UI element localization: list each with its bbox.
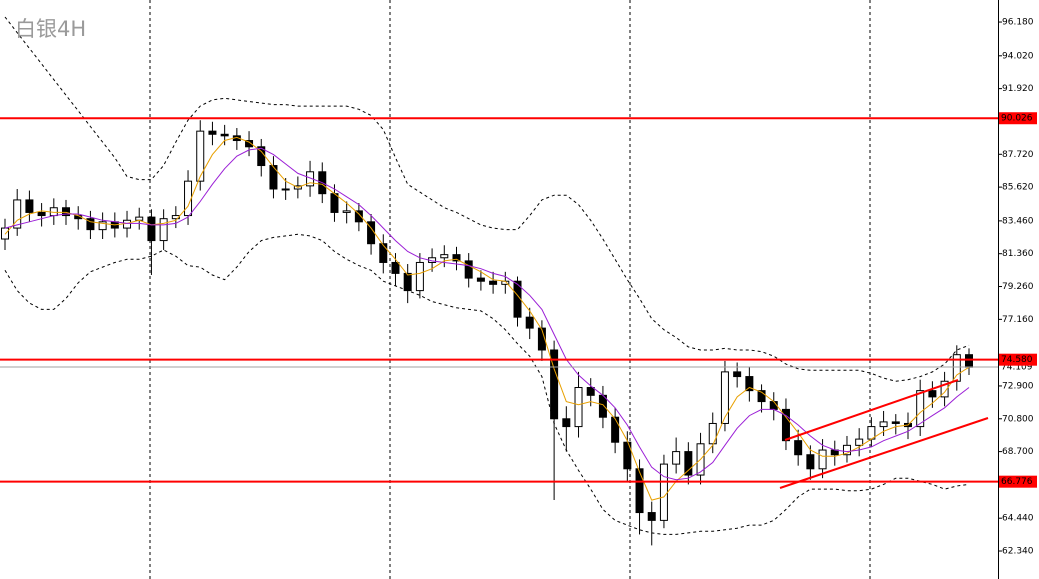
- y-tick-label: 70.800: [1002, 414, 1034, 424]
- candle-body: [574, 387, 583, 428]
- y-tick-label: 62.340: [1002, 547, 1034, 557]
- y-tick-label: 91.920: [1002, 84, 1034, 94]
- level-box: [999, 353, 1037, 366]
- y-tick-label: 72.900: [1002, 381, 1034, 391]
- candle-body: [403, 272, 412, 292]
- candle-body: [635, 468, 644, 514]
- candle-body: [928, 390, 937, 398]
- candle-body: [757, 390, 766, 403]
- candle-body: [806, 454, 815, 470]
- channel-lower: [779, 417, 989, 489]
- candle-body: [245, 140, 254, 148]
- candle-body: [196, 130, 205, 182]
- candle-body: [269, 165, 278, 190]
- candle-body: [586, 387, 595, 396]
- candle-body: [379, 243, 388, 263]
- level-label: 90.026: [1001, 114, 1033, 124]
- band-line: [4, 16, 970, 382]
- candle-body: [818, 449, 827, 470]
- y-tick-label: 85.620: [1002, 183, 1034, 193]
- candle-body: [684, 451, 693, 476]
- candle-body: [623, 441, 632, 470]
- candle-body: [37, 211, 46, 217]
- candle-body: [281, 188, 290, 191]
- candle-body: [220, 133, 229, 137]
- candle-body: [452, 254, 461, 262]
- candle-body: [391, 261, 400, 274]
- candle-body: [171, 215, 180, 220]
- y-tick-label: 94.020: [1002, 51, 1034, 61]
- candle-body: [354, 210, 363, 223]
- candle-body: [62, 207, 71, 217]
- y-tick-label: 79.260: [1002, 282, 1034, 292]
- candle-body: [86, 218, 95, 231]
- candle-body: [891, 421, 900, 424]
- candle-body: [598, 394, 607, 418]
- candle-body: [794, 440, 803, 456]
- candle-body: [440, 254, 449, 259]
- y-tick-label: 68.700: [1002, 447, 1034, 457]
- candle-body: [98, 221, 107, 231]
- candle-body: [525, 316, 534, 329]
- candle-body: [745, 376, 754, 392]
- candle-body: [708, 422, 717, 445]
- y-tick-label: 64.440: [1002, 514, 1034, 524]
- candle-body: [842, 444, 851, 456]
- candle-body: [855, 438, 864, 446]
- y-tick-label: 81.360: [1002, 249, 1034, 259]
- candle-body: [611, 416, 620, 443]
- candle-body: [562, 418, 571, 428]
- candle-body: [537, 327, 546, 351]
- candle-body: [647, 512, 656, 521]
- candle-body: [916, 390, 925, 428]
- candle-body: [879, 421, 888, 428]
- candle-body: [330, 193, 339, 213]
- candle-body: [147, 216, 156, 242]
- moving-average: [4, 147, 970, 481]
- candle-body: [733, 371, 742, 378]
- band-line: [4, 233, 970, 535]
- plot: [1, 16, 973, 546]
- candle-body: [489, 280, 498, 285]
- candle-body: [659, 463, 668, 521]
- candle-body: [415, 261, 424, 292]
- last-price-label: 74.109: [1001, 363, 1033, 373]
- candle-body: [965, 354, 973, 368]
- candle-body: [464, 260, 473, 279]
- chart-title: 白银4H: [15, 17, 86, 41]
- candle-body: [159, 218, 168, 242]
- y-tick-label: 87.720: [1002, 150, 1034, 160]
- y-tick-label: 77.160: [1002, 315, 1034, 325]
- candle-body: [25, 199, 34, 213]
- candle-body: [550, 349, 559, 420]
- y-tick-label: 96.180: [1002, 18, 1034, 28]
- y-tick-label: 83.460: [1002, 216, 1034, 226]
- level-box: [999, 112, 1037, 125]
- level-label: 66.776: [1001, 477, 1033, 487]
- level-box: [999, 475, 1037, 488]
- candle-body: [940, 380, 949, 398]
- candle-body: [672, 451, 681, 465]
- candle-body: [720, 371, 729, 424]
- candle-body: [13, 199, 22, 229]
- candle-body: [342, 210, 351, 213]
- candle-body: [1, 227, 9, 240]
- channel-upper: [784, 379, 959, 441]
- candle-body: [952, 354, 961, 382]
- level-label: 74.580: [1001, 355, 1033, 365]
- candle-body: [476, 277, 485, 282]
- moving-average: [4, 136, 970, 501]
- candle-body: [208, 130, 217, 135]
- candle-body: [184, 180, 193, 217]
